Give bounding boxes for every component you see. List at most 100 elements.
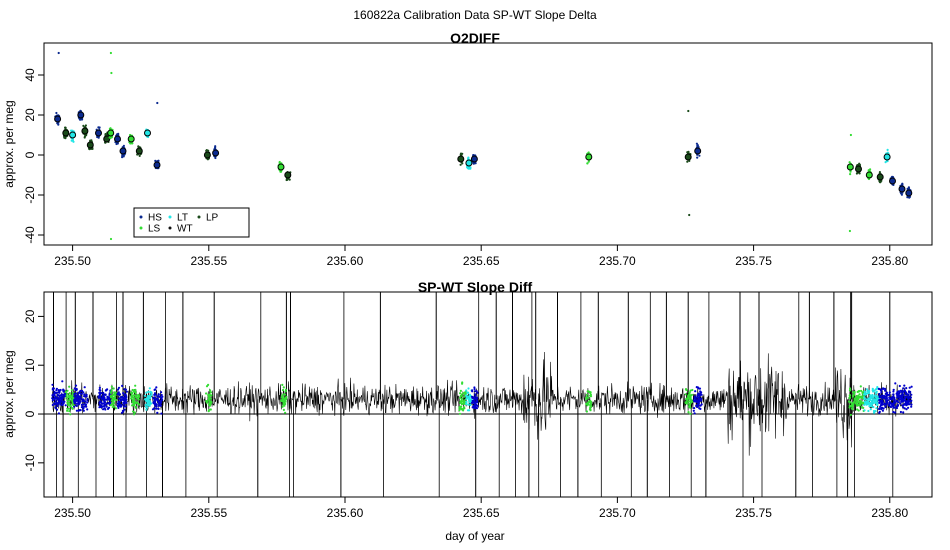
highlight-point — [880, 391, 883, 394]
y-tick-label: -40 — [23, 226, 37, 244]
highlight-point — [884, 403, 887, 406]
data-point — [686, 151, 690, 154]
highlight-point — [690, 399, 693, 402]
highlight-point — [70, 389, 73, 392]
outlier-point — [687, 109, 690, 113]
highlight-point — [75, 399, 78, 402]
highlight-point — [102, 398, 105, 401]
highlight-point — [75, 388, 78, 391]
highlight-point — [461, 381, 464, 384]
highlight-point — [83, 386, 86, 389]
highlight-point — [282, 397, 285, 400]
highlight-point — [86, 408, 89, 411]
highlight-point — [82, 407, 85, 410]
highlight-point — [73, 401, 76, 404]
highlight-point — [103, 404, 106, 407]
legend-label-lt: LT — [177, 213, 188, 224]
highlight-point — [462, 392, 465, 395]
highlight-point — [902, 403, 906, 406]
y-tick-label: 20 — [23, 108, 37, 122]
data-point — [137, 145, 140, 148]
highlight-point — [207, 396, 210, 399]
highlight-point — [61, 395, 64, 398]
data-point — [55, 111, 58, 115]
data-point — [131, 142, 134, 145]
cluster-mean-marker — [107, 129, 115, 137]
highlight-point — [99, 404, 102, 408]
highlight-point — [902, 393, 905, 396]
data-point — [474, 162, 477, 165]
highlight-point — [875, 390, 878, 393]
highlight-point — [133, 398, 136, 401]
highlight-point — [81, 400, 84, 403]
highlight-point — [57, 401, 60, 405]
highlight-point — [585, 398, 588, 401]
highlight-point — [205, 392, 208, 395]
highlight-point — [147, 390, 150, 393]
legend-marker-lp — [197, 215, 201, 219]
highlight-point — [849, 413, 853, 416]
highlight-point — [685, 389, 688, 392]
legend-marker-lt — [168, 215, 172, 219]
highlight-point — [56, 404, 59, 408]
highlight-point — [900, 396, 903, 399]
highlight-point — [74, 392, 78, 395]
highlight-point — [857, 390, 860, 393]
highlight-point — [863, 390, 866, 393]
highlight-point — [694, 390, 697, 393]
data-point — [288, 178, 291, 181]
highlight-point — [281, 405, 284, 408]
data-point — [98, 126, 101, 129]
slope-diff-title: SP-WT Slope Diff — [418, 279, 533, 295]
highlight-point — [859, 385, 862, 388]
highlight-point — [888, 402, 891, 405]
highlight-point — [85, 395, 88, 398]
highlight-point — [466, 396, 469, 399]
highlight-point — [891, 404, 894, 407]
highlight-point — [468, 399, 471, 402]
highlight-point — [77, 409, 80, 412]
highlight-point — [856, 403, 859, 406]
highlight-point — [136, 401, 139, 404]
highlight-point — [161, 395, 164, 398]
x-tick-label: 235.50 — [54, 506, 91, 520]
highlight-point — [899, 389, 903, 392]
highlight-point — [66, 407, 69, 410]
highlight-point — [878, 398, 881, 401]
data-point — [878, 171, 882, 174]
highlight-point — [284, 388, 288, 391]
highlight-point — [458, 412, 462, 415]
highlight-point — [57, 412, 61, 415]
data-point — [70, 139, 73, 142]
data-point — [849, 173, 852, 176]
data-point — [858, 163, 862, 167]
highlight-point — [876, 386, 879, 389]
x-tick-label: 235.65 — [463, 506, 500, 520]
highlight-point — [884, 389, 887, 392]
highlight-point — [282, 386, 285, 389]
highlight-point — [466, 409, 470, 412]
highlight-point — [116, 392, 119, 396]
x-tick-label: 235.80 — [871, 506, 908, 520]
highlight-point — [72, 403, 75, 406]
highlight-point — [892, 393, 895, 396]
cluster-mean-marker — [95, 129, 102, 137]
highlight-point — [51, 383, 54, 386]
highlight-point — [686, 402, 689, 405]
highlight-point — [689, 389, 692, 392]
highlight-point — [471, 389, 474, 392]
highlight-point — [100, 397, 103, 400]
highlight-point — [77, 400, 80, 403]
highlight-point — [873, 389, 876, 392]
highlight-point — [902, 387, 905, 390]
slope-diff-panel: SP-WT Slope Diff 235.50 235.55 235.60 235.6… — [2, 279, 933, 543]
cluster-mean-marker — [103, 135, 111, 143]
highlight-point — [153, 392, 157, 395]
highlight-point — [692, 409, 695, 412]
x-tick-label: 235.60 — [327, 506, 364, 520]
highlight-point — [59, 397, 63, 400]
highlight-point — [474, 390, 477, 393]
highlight-point — [102, 408, 105, 411]
highlight-point — [155, 386, 158, 389]
highlight-point — [73, 405, 76, 408]
